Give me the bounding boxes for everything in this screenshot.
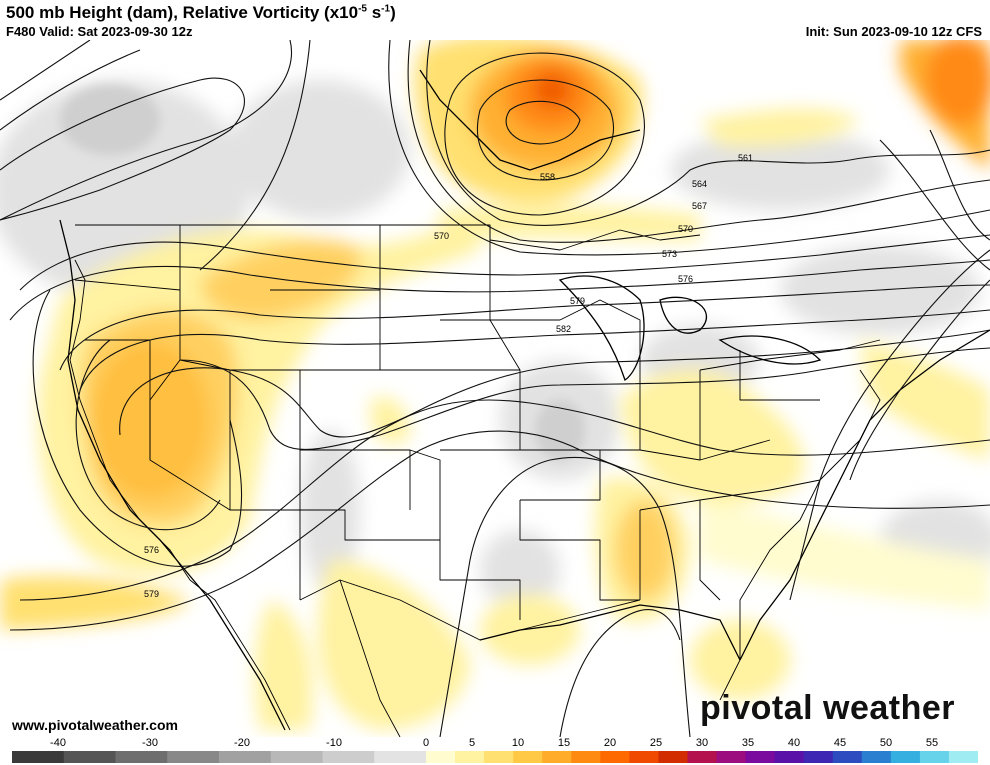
colorbar-swatch-negative xyxy=(115,751,168,763)
colorbar-swatch-positive xyxy=(890,751,921,763)
init-time: Init: Sun 2023-09-10 12z CFS xyxy=(805,24,982,39)
title-exponent: -5 xyxy=(358,3,367,15)
title-close: ) xyxy=(390,3,396,22)
stronger-negative-vorticity xyxy=(60,85,585,460)
political-boundaries xyxy=(69,224,881,737)
logo-word-pivotal: pivotal xyxy=(700,689,814,727)
colorbar-swatch-positive xyxy=(629,751,659,763)
colorbar-strip xyxy=(12,751,978,763)
colorbar-swatch-positive xyxy=(484,751,514,763)
colorbar-swatch-positive xyxy=(861,751,892,763)
height-contours xyxy=(0,40,990,737)
colorbar-swatch-negative xyxy=(270,751,323,763)
contour-label-558: 558 xyxy=(540,172,555,182)
colorbar-tick-label: 35 xyxy=(741,737,755,749)
colorbar-swatch-positive xyxy=(832,751,863,763)
colorbar-tick-label: 50 xyxy=(879,737,893,749)
logo-word-weather: weather xyxy=(823,689,956,727)
colorbar-swatch-positive xyxy=(716,751,747,763)
contour-label-564: 564 xyxy=(692,179,707,189)
colorbar-swatch-negative xyxy=(12,751,65,763)
colorbar-tick-label: 5 xyxy=(468,737,476,749)
colorbar-swatch-positive xyxy=(803,751,834,763)
colorbar-swatch-positive xyxy=(542,751,572,763)
valid-time: F480 Valid: Sat 2023-09-30 12z xyxy=(6,24,193,39)
colorbar-swatch-positive xyxy=(571,751,601,763)
colorbar-swatch-positive xyxy=(745,751,776,763)
title-unit-exponent: -1 xyxy=(381,3,391,15)
colorbar-swatch-negative xyxy=(322,751,375,763)
colorbar: -40 -30 -20 -10 0 5 10 15 20 25 30 35 40 45 50 55 xyxy=(0,737,990,765)
colorbar-swatch-positive xyxy=(774,751,805,763)
colorbar-tick-label: 40 xyxy=(787,737,801,749)
contour-label-576-north: 576 xyxy=(678,274,693,284)
coastlines xyxy=(59,69,990,731)
colorbar-swatch-positive xyxy=(658,751,688,763)
map-title: 500 mb Height (dam), Relative Vorticity … xyxy=(6,3,396,23)
colorbar-swatch-positive xyxy=(513,751,543,763)
colorbar-tick-label: 15 xyxy=(557,737,571,749)
colorbar-tick-label: -20 xyxy=(234,737,250,749)
website-url: www.pivotalweather.com xyxy=(12,717,178,733)
contour-label-576-south: 576 xyxy=(144,545,159,555)
colorbar-tick-label: 30 xyxy=(695,737,709,749)
colorbar-tick-label: 55 xyxy=(925,737,939,749)
contour-label-570-east: 570 xyxy=(678,224,693,234)
colorbar-swatch-negative xyxy=(63,751,116,763)
colorbar-tick-label: 25 xyxy=(649,737,663,749)
colorbar-swatch-positive xyxy=(600,751,630,763)
contour-label-561: 561 xyxy=(738,153,753,163)
colorbar-swatch-positive xyxy=(948,751,978,763)
contour-label-573: 573 xyxy=(662,249,677,259)
contour-labels: 558 561 564 567 570 570 573 576 579 582 … xyxy=(144,153,753,599)
colorbar-tick-label: 45 xyxy=(833,737,847,749)
colorbar-swatch-negative xyxy=(167,751,220,763)
contour-label-570-west: 570 xyxy=(434,231,449,241)
title-unit: s xyxy=(366,3,382,22)
pivotal-weather-logo: pivotal weather xyxy=(700,689,955,728)
colorbar-tick-label: -40 xyxy=(50,737,66,749)
header: 500 mb Height (dam), Relative Vorticity … xyxy=(0,0,990,40)
contour-label-582: 582 xyxy=(556,324,571,334)
colorbar-swatch-positive xyxy=(687,751,718,763)
title-text: 500 mb Height (dam), Relative Vorticity … xyxy=(6,3,359,22)
colorbar-tick-label: 0 xyxy=(422,737,430,749)
colorbar-swatch-negative xyxy=(374,751,427,763)
colorbar-tick-label: 10 xyxy=(511,737,525,749)
contour-label-579-south: 579 xyxy=(144,589,159,599)
weather-map: 558 561 564 567 570 570 573 576 579 582 … xyxy=(0,40,990,737)
contour-label-579-north: 579 xyxy=(570,296,585,306)
colorbar-swatch-negative xyxy=(219,751,272,763)
colorbar-tick-label: -30 xyxy=(142,737,158,749)
colorbar-tick-labels: -40 -30 -20 -10 0 5 10 15 20 25 30 35 40 45 50 55 xyxy=(0,737,990,750)
colorbar-swatch-positive xyxy=(426,751,456,763)
colorbar-tick-label: -10 xyxy=(326,737,342,749)
colorbar-swatch-positive xyxy=(919,751,950,763)
colorbar-swatch-positive xyxy=(455,751,485,763)
contour-label-567: 567 xyxy=(692,201,707,211)
colorbar-tick-label: 20 xyxy=(603,737,617,749)
